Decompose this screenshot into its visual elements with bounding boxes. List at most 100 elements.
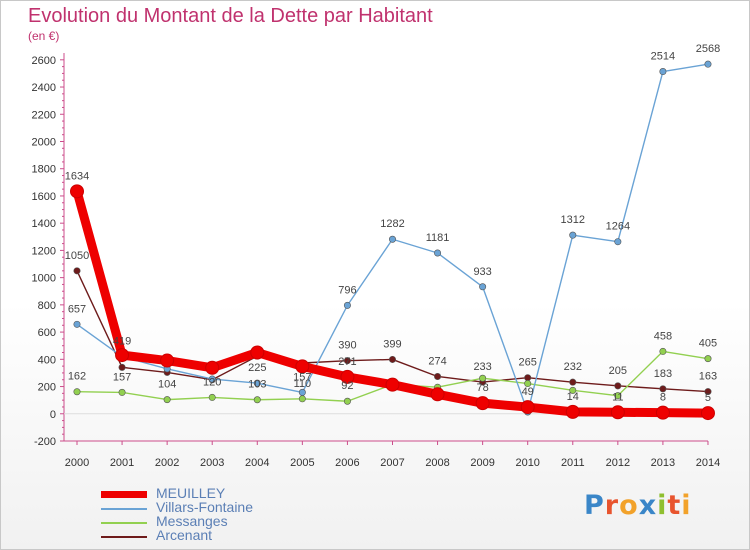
data-point xyxy=(704,355,712,363)
legend-label: Arcenant xyxy=(156,527,213,543)
legend-swatch xyxy=(101,522,147,524)
x-tick-label: 2008 xyxy=(425,457,449,469)
data-label: 419 xyxy=(113,336,131,348)
legend-swatch xyxy=(101,508,147,510)
data-point xyxy=(659,385,667,393)
x-tick-label: 2010 xyxy=(515,457,539,469)
y-tick-label: -200 xyxy=(34,436,56,448)
data-point xyxy=(298,388,306,396)
y-tick-label: 2600 xyxy=(32,55,56,67)
data-point xyxy=(115,348,130,363)
data-label: 14 xyxy=(567,391,579,403)
data-label: 103 xyxy=(248,379,266,391)
data-point xyxy=(208,375,216,383)
data-point xyxy=(565,404,580,419)
proxiti-logo: Proxiti xyxy=(584,490,692,521)
data-label: 163 xyxy=(699,371,717,383)
y-tick-label: 1200 xyxy=(32,245,56,257)
data-point xyxy=(659,347,667,355)
data-label: 1050 xyxy=(65,250,89,262)
data-label: 110 xyxy=(294,378,312,390)
data-point xyxy=(655,405,670,420)
legend-item: MEUILLEY xyxy=(101,485,361,501)
data-point xyxy=(73,388,81,396)
data-label: 265 xyxy=(519,357,537,369)
data-label: 92 xyxy=(341,380,353,392)
data-point xyxy=(479,374,487,382)
data-point xyxy=(73,267,81,275)
data-point xyxy=(298,395,306,403)
data-point xyxy=(479,283,487,291)
data-label: 1181 xyxy=(426,232,450,244)
x-tick-label: 2002 xyxy=(155,457,179,469)
data-label: 225 xyxy=(248,362,266,374)
data-point xyxy=(434,249,442,257)
data-label: 1282 xyxy=(380,218,404,230)
data-label: 657 xyxy=(68,303,86,315)
data-point xyxy=(253,379,261,387)
y-tick-label: 1000 xyxy=(32,273,56,285)
y-tick-label: 800 xyxy=(38,300,56,312)
y-tick-label: 2400 xyxy=(32,82,56,94)
data-point xyxy=(434,372,442,380)
logo-letter: r xyxy=(604,490,620,521)
legend-item: Messanges xyxy=(101,513,361,529)
logo-letter: x xyxy=(638,490,658,521)
data-label: 120 xyxy=(203,376,221,388)
data-point xyxy=(250,345,265,360)
logo-letter: t xyxy=(667,490,682,521)
data-point xyxy=(659,68,667,76)
data-point xyxy=(569,231,577,239)
data-label: 796 xyxy=(338,284,356,296)
x-tick-label: 2000 xyxy=(65,457,89,469)
data-point xyxy=(208,393,216,401)
data-point xyxy=(343,397,351,405)
data-point xyxy=(614,382,622,390)
data-label: 458 xyxy=(654,330,672,342)
x-tick-label: 2013 xyxy=(651,457,675,469)
data-label: 399 xyxy=(383,338,401,350)
data-label: 405 xyxy=(699,338,717,350)
chart-title: Evolution du Montant de la Dette par Hab… xyxy=(28,5,433,27)
y-tick-label: 0 xyxy=(50,409,56,421)
data-point xyxy=(118,388,126,396)
data-point xyxy=(704,388,712,396)
x-tick-label: 2009 xyxy=(470,457,494,469)
x-tick-label: 2003 xyxy=(200,457,224,469)
legend: MEUILLEY Villars-Fontaine Messanges Arcenan… xyxy=(101,485,361,543)
data-point xyxy=(388,235,396,243)
data-point xyxy=(160,353,175,368)
data-point xyxy=(70,184,84,199)
data-point xyxy=(385,377,400,392)
y-tick-label: 200 xyxy=(38,382,56,394)
legend-label: Villars-Fontaine xyxy=(156,499,254,515)
x-tick-label: 2001 xyxy=(110,457,134,469)
data-label: 8 xyxy=(660,392,666,404)
data-point xyxy=(118,363,126,371)
data-label: 205 xyxy=(609,365,627,377)
data-point xyxy=(295,359,310,374)
data-point xyxy=(343,357,351,365)
x-tick-label: 2006 xyxy=(335,457,359,469)
data-label: 11 xyxy=(612,391,623,403)
data-point xyxy=(520,400,535,415)
y-tick-label: 1800 xyxy=(32,164,56,176)
data-point xyxy=(73,320,81,328)
data-label: 933 xyxy=(473,266,491,278)
data-point xyxy=(524,374,532,382)
data-point xyxy=(700,406,715,421)
data-label: 233 xyxy=(473,361,491,373)
y-tick-label: 400 xyxy=(38,354,56,366)
y-tick-label: 2200 xyxy=(32,109,56,121)
data-label: 157 xyxy=(113,371,131,383)
data-point xyxy=(343,301,351,309)
logo-letter: o xyxy=(619,490,639,521)
data-point xyxy=(569,378,577,386)
data-point xyxy=(475,396,490,411)
data-label: 271 xyxy=(338,356,356,368)
data-label: 1634 xyxy=(65,170,89,182)
y-tick-label: 1400 xyxy=(32,218,56,230)
x-tick-label: 2007 xyxy=(380,457,404,469)
